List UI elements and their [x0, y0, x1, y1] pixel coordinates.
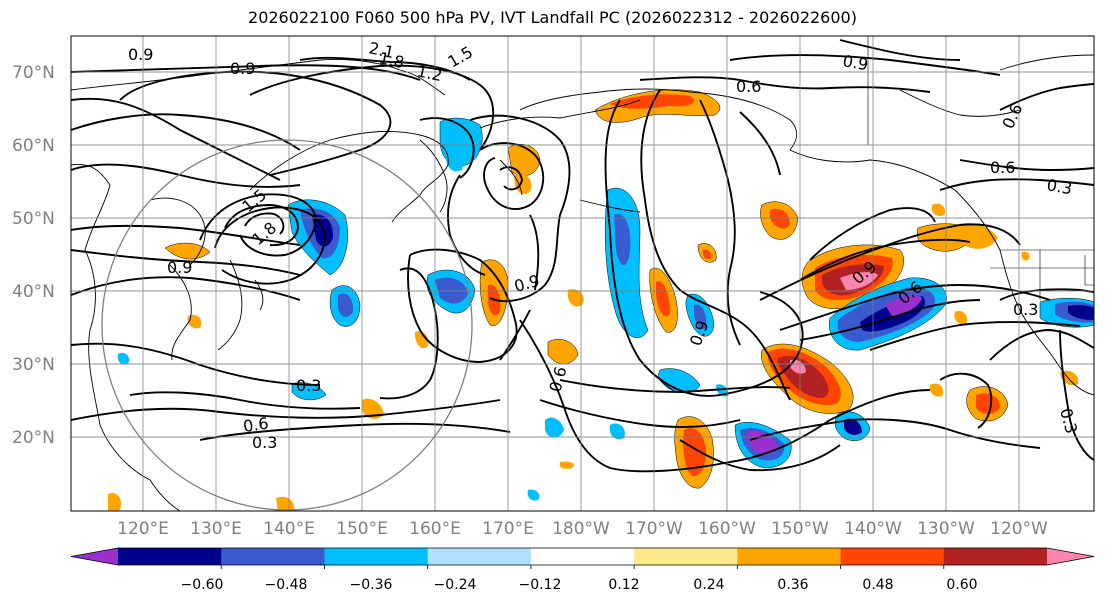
colorbar-tick-label: −0.48 [265, 577, 308, 593]
lon-label: 170°E [482, 519, 534, 539]
longitude-labels: 120°E 130°E 140°E 150°E 160°E 170°E 180°… [117, 519, 1048, 539]
contour-label: 0.3 [252, 433, 277, 452]
colorbar-segment [530, 548, 635, 565]
contour-label: 0.6 [736, 77, 761, 96]
contour-label: 0.9 [230, 59, 255, 78]
shade-orange-asia [164, 242, 211, 260]
lat-label: 20°N [12, 428, 55, 448]
colorbar-tick-label: 0.24 [693, 577, 724, 593]
map-title: 2026022100 F060 500 hPa PV, IVT Landfall… [248, 8, 857, 27]
colorbar-segment [840, 548, 945, 565]
colorbar-outline [70, 547, 1095, 566]
lon-label: 120°W [990, 519, 1048, 539]
colorbar-tick-label: −0.60 [181, 577, 224, 593]
lon-label: 140°E [263, 519, 315, 539]
lon-label: 140°W [844, 519, 902, 539]
contour-label: 1.2 [415, 61, 444, 85]
contour-label: 0.6 [990, 158, 1015, 177]
map-frame [70, 35, 1095, 512]
colorbar-segment [324, 548, 429, 565]
contour-label: 0.6 [242, 414, 270, 436]
colorbar-segment [634, 548, 738, 565]
contour-label: 1.8 [377, 48, 406, 72]
colorbar-tick-label: 0.60 [946, 577, 977, 593]
colorbar [70, 547, 1095, 569]
contour-label: 0.3 [1045, 175, 1073, 198]
colorbar-tick-label: 0.36 [777, 577, 808, 593]
lon-label: 160°E [409, 519, 461, 539]
lon-label: 180°W [552, 519, 610, 539]
colorbar-extend-low [71, 548, 118, 565]
colorbar-tick-labels: −0.60 −0.48 −0.36 −0.24 −0.12 0.12 0.24 … [181, 577, 978, 593]
lat-label: 70°N [12, 63, 55, 83]
colorbar-segment [943, 548, 1048, 565]
lon-label: 130°W [917, 519, 975, 539]
lat-label: 50°N [12, 209, 55, 229]
contour-label: 2.1 [367, 38, 396, 62]
colorbar-tick-label: −0.12 [519, 577, 562, 593]
colorbar-tick-label: 0.12 [608, 577, 639, 593]
lon-label: 150°E [336, 519, 388, 539]
lon-label: 130°E [190, 519, 242, 539]
gridlines [71, 36, 1094, 511]
political-borders [867, 36, 1094, 300]
lon-label: 120°E [117, 519, 169, 539]
colorbar-extend-high [1047, 548, 1094, 565]
lat-label: 60°N [12, 136, 55, 156]
colorbar-tick-label: −0.24 [434, 577, 477, 593]
map-area [71, 36, 1094, 511]
contour-label: 0.3 [296, 376, 321, 395]
lon-label: 160°W [698, 519, 756, 539]
lon-label: 170°W [625, 519, 683, 539]
colorbar-segment [118, 548, 222, 565]
colorbar-segment [427, 548, 532, 565]
lon-label: 150°W [771, 519, 829, 539]
range-circle [101, 139, 473, 511]
contour-label: 0.9 [128, 45, 153, 64]
colorbar-segment [737, 548, 842, 565]
colorbar-segment [221, 548, 325, 565]
lat-label: 30°N [12, 355, 55, 375]
colorbar-tick-label: −0.36 [350, 577, 393, 593]
contour-label: 0.9 [841, 51, 869, 74]
contour-label: 0.9 [167, 258, 192, 277]
contour-label: 0.3 [1013, 300, 1038, 319]
coastlines [71, 54, 1094, 511]
latitude-labels: 70°N 60°N 50°N 40°N 30°N 20°N [12, 63, 55, 448]
lat-label: 40°N [12, 282, 55, 302]
colorbar-tick-label: 0.48 [862, 577, 893, 593]
